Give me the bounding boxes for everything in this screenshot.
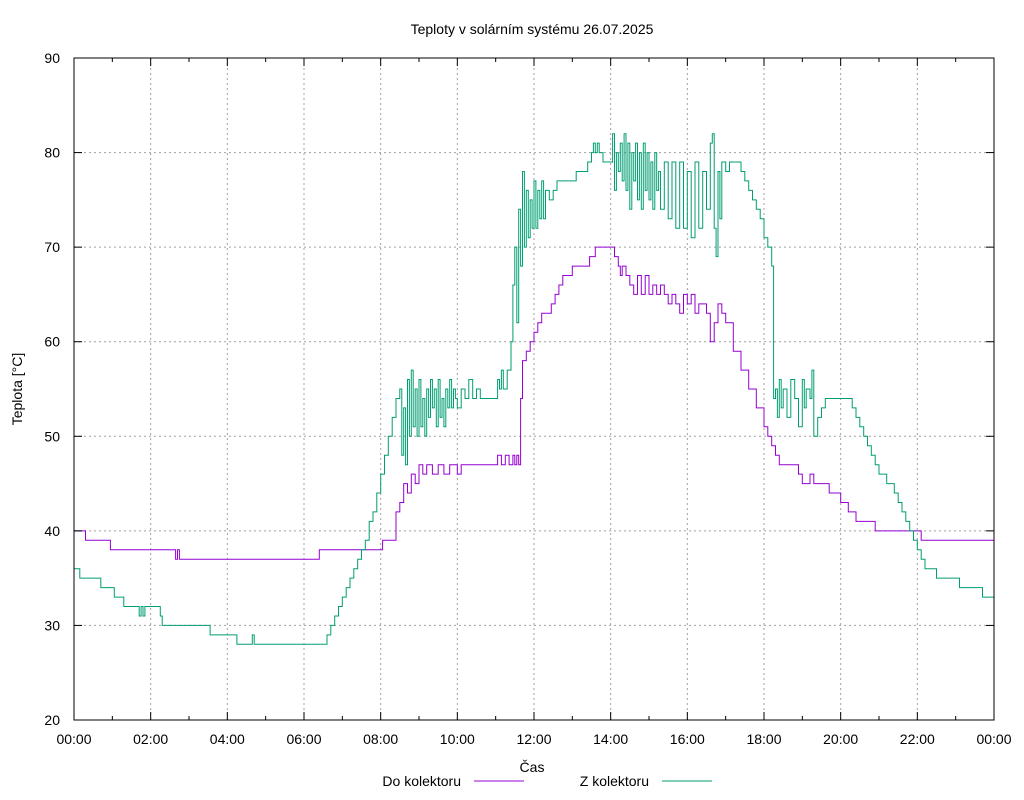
- x-axis-label: Čas: [520, 759, 545, 775]
- x-tick-label: 02:00: [133, 731, 168, 747]
- y-tick-label: 90: [44, 50, 60, 66]
- x-tick-label: 00:00: [56, 731, 91, 747]
- y-tick-label: 80: [44, 145, 60, 161]
- y-tick-label: 50: [44, 428, 60, 444]
- y-tick-label: 30: [44, 617, 60, 633]
- legend-label: Z kolektoru: [580, 773, 649, 789]
- series-group: [74, 133, 994, 645]
- x-tick-label: 10:00: [440, 731, 475, 747]
- series-line-do-kolektoru: [74, 246, 994, 560]
- x-tick-label: 04:00: [210, 731, 245, 747]
- legend-label: Do kolektoru: [382, 773, 461, 789]
- x-tick-label: 14:00: [593, 731, 628, 747]
- y-tick-label: 20: [44, 712, 60, 728]
- x-tick-label: 16:00: [670, 731, 705, 747]
- x-tick-label: 06:00: [286, 731, 321, 747]
- x-tick-label: 12:00: [516, 731, 551, 747]
- x-tick-label: 00:00: [976, 731, 1011, 747]
- y-axis-label: Teplota [°C]: [9, 353, 25, 426]
- y-tick-label: 70: [44, 239, 60, 255]
- axis-ticks: 20 30 40 50 60 70 80 90 00:00 02:00 04:00 06:00 08:0…: [44, 50, 1011, 747]
- x-tick-label: 08:00: [363, 731, 398, 747]
- grid: [74, 58, 994, 720]
- legend: Do kolektoru Z kolektoru: [382, 773, 712, 789]
- x-tick-label: 18:00: [746, 731, 781, 747]
- x-tick-label: 20:00: [823, 731, 858, 747]
- x-tick-label: 22:00: [900, 731, 935, 747]
- y-tick-label: 40: [44, 523, 60, 539]
- chart-title: Teploty v solárním systému 26.07.2025: [411, 21, 654, 37]
- y-tick-label: 60: [44, 334, 60, 350]
- series-line-z-kolektoru: [74, 133, 994, 645]
